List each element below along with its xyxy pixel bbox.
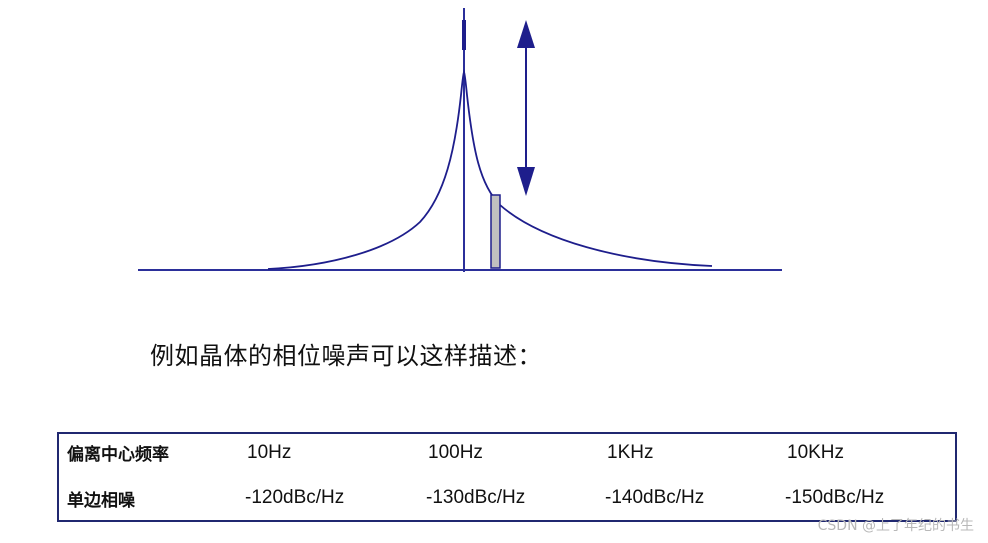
phase-noise-table: 偏离中心频率 单边相噪 10Hz 100Hz 1KHz 10KHz -120dB…: [57, 432, 957, 522]
noise-band: [490, 194, 501, 269]
phase-noise-curve: [267, 69, 713, 270]
offset-10khz: 10KHz: [787, 442, 845, 463]
offset-100hz: 100Hz: [428, 442, 483, 463]
noise-10hz: -120dBc/Hz: [245, 487, 345, 508]
offset-1khz: 1KHz: [607, 442, 654, 463]
noise-1khz: -140dBc/Hz: [605, 487, 705, 508]
arrow-down-head: [517, 167, 535, 196]
watermark: CSDN @上了年纪的书生: [817, 518, 974, 534]
noise-10khz: -150dBc/Hz: [785, 487, 885, 508]
header-single-sideband-noise: 单边相噪: [67, 491, 135, 511]
arrow-up-head: [517, 20, 535, 48]
header-offset-frequency: 偏离中心频率: [67, 445, 169, 465]
offset-10hz: 10Hz: [247, 442, 292, 463]
phase-noise-diagram: [138, 8, 782, 272]
noise-100hz: -130dBc/Hz: [426, 487, 526, 508]
caption-text: 例如晶体的相位噪声可以这样描述：: [150, 342, 542, 370]
